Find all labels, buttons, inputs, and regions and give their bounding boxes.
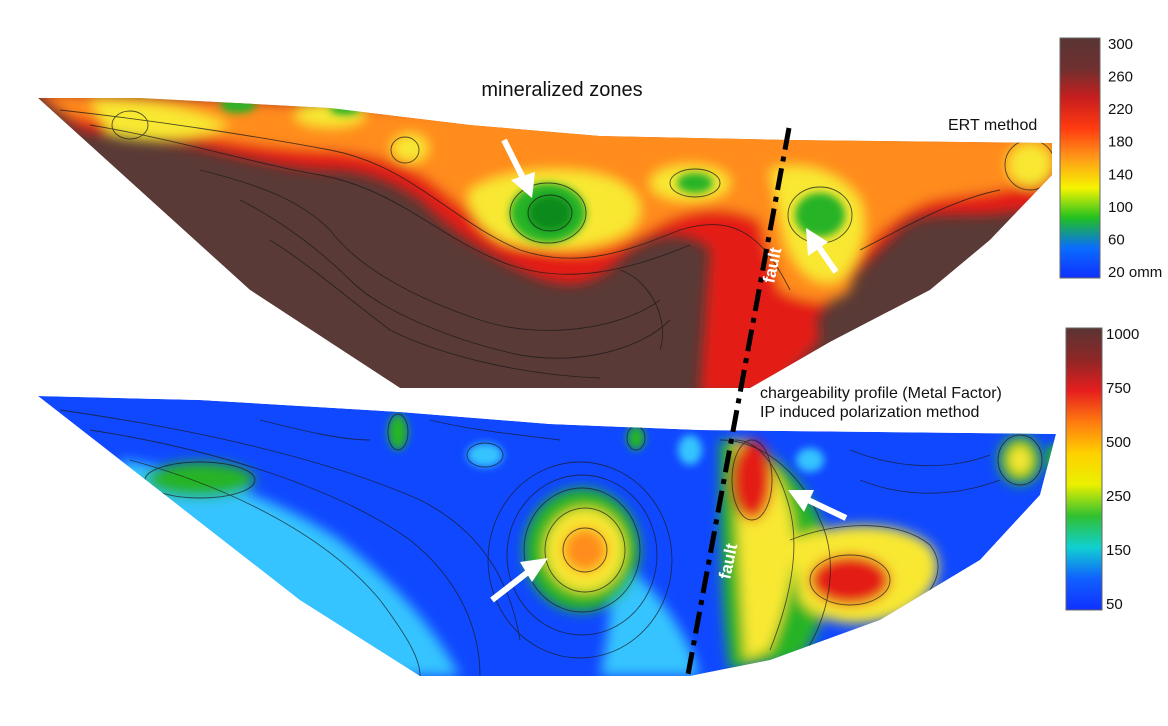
top-colorbar: 300 260 220 180 140 100 60 20 omm	[1059, 36, 1162, 281]
ip-red-zone-fault	[732, 440, 772, 520]
ip-cyan-spot-3	[796, 448, 824, 472]
ert-yellow-blob-small	[392, 134, 428, 162]
ert-yellow-blob-top	[295, 103, 365, 127]
ip-green-spot-3	[1046, 444, 1056, 472]
ip-red-zone-right	[810, 555, 890, 605]
colorbar-tick-label: 150	[1106, 542, 1131, 559]
ip-green-spot-1	[388, 414, 408, 450]
colorbar-tick-label: 750	[1106, 380, 1131, 397]
ip-title-line1: chargeability profile (Metal Factor)	[760, 385, 1002, 402]
ip-orange-core-center	[563, 528, 607, 572]
colorbar-tick-label: 300	[1108, 36, 1133, 53]
ert-dark-green-core	[528, 195, 572, 231]
colorbar-tick-label: 1000	[1106, 326, 1139, 343]
top-colorbar-ticks: 300 260 220 180 140 100 60 20 omm	[1108, 36, 1162, 281]
ert-resistivity-profile	[38, 98, 1052, 388]
colorbar-tick-label: 100	[1108, 199, 1133, 216]
ert-green-zone-mid	[677, 173, 713, 193]
ip-cyan-spot-2	[678, 435, 702, 465]
top-title-label: mineralized zones	[481, 79, 642, 101]
arrow-ert-center	[501, 138, 535, 198]
ip-yellow-zone-far-right	[1008, 445, 1032, 475]
ert-green-zone-right	[795, 193, 845, 237]
arrow-ip-right	[788, 490, 848, 521]
ip-green-spot-2	[627, 426, 645, 450]
bottom-colorbar-bar	[1065, 327, 1103, 611]
colorbar-tick-label: 260	[1108, 69, 1133, 86]
colorbar-tick-label: 20 omm	[1108, 264, 1162, 281]
ert-yellow-zone-left	[90, 99, 230, 141]
colorbar-tick-label: 220	[1108, 101, 1133, 118]
top-colorbar-bar	[1059, 37, 1101, 279]
ert-contour-lines	[59, 109, 1052, 379]
arrow-ip-center	[490, 558, 548, 603]
colorbar-tick-label: 50	[1106, 596, 1123, 613]
ip-green-zone-left	[145, 462, 255, 498]
arrows	[490, 138, 848, 603]
bottom-colorbar-ticks: 1000 750 500 250 150 50	[1106, 326, 1139, 613]
ip-cyan-spot-1	[467, 443, 503, 467]
colorbar-tick-label: 60	[1108, 231, 1125, 248]
ert-green-zone-top	[330, 103, 360, 115]
fault-line	[684, 127, 792, 681]
ert-yellow-blob-far-right	[1008, 143, 1052, 187]
ert-method-label: ERT method	[948, 117, 1037, 134]
bottom-colorbar: 1000 750 500 250 150 50	[1065, 326, 1139, 613]
colorbar-tick-label: 140	[1108, 166, 1133, 183]
ert-green-zone-top-left	[220, 98, 256, 113]
colorbar-tick-label: 250	[1106, 488, 1131, 505]
arrow-ert-right	[806, 228, 839, 274]
ip-chargeability-profile	[38, 396, 1056, 676]
colorbar-tick-label: 180	[1108, 134, 1133, 151]
ip-title-line2: IP induced polarization method	[760, 404, 979, 421]
ip-light-blue-zone-left	[120, 460, 460, 676]
colorbar-tick-label: 500	[1106, 434, 1131, 451]
ip-contour-lines	[59, 409, 1043, 676]
